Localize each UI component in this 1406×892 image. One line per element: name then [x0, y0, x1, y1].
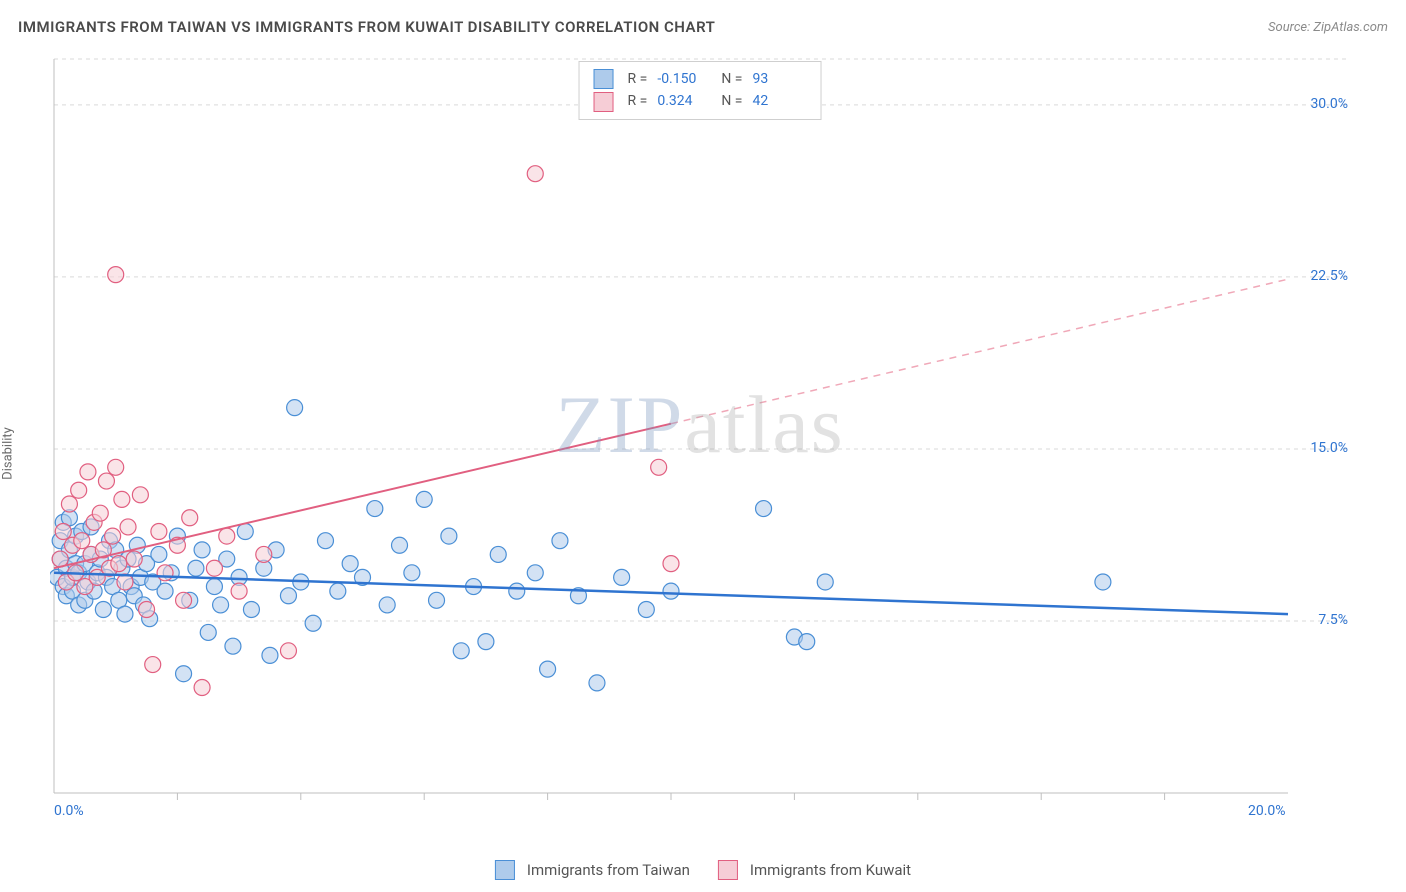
y-tick-label: 7.5%: [1318, 612, 1348, 628]
stat-r-kuwait: 0.324: [657, 90, 711, 112]
legend-label-kuwait: Immigrants from Kuwait: [750, 861, 911, 879]
x-tick-label: 20.0%: [1248, 803, 1286, 819]
source-credit: Source: ZipAtlas.com: [1268, 20, 1388, 35]
y-tick-label: 30.0%: [1310, 96, 1348, 112]
footer-legend: Immigrants from Taiwan Immigrants from K…: [495, 860, 911, 880]
legend-item-taiwan: Immigrants from Taiwan: [495, 860, 690, 880]
legend-swatch-taiwan: [495, 860, 515, 880]
y-axis-label: Disability: [1, 427, 16, 480]
stat-n-kuwait: 42: [752, 90, 806, 112]
chart-title: IMMIGRANTS FROM TAIWAN VS IMMIGRANTS FRO…: [18, 18, 715, 36]
stat-r-taiwan: -0.150: [657, 68, 711, 90]
y-tick-label: 15.0%: [1310, 440, 1348, 456]
swatch-taiwan: [594, 69, 614, 89]
stat-n-label-2: N =: [721, 90, 742, 112]
stat-n-taiwan: 93: [752, 68, 806, 90]
legend-label-taiwan: Immigrants from Taiwan: [527, 861, 690, 879]
chart-svg: [50, 55, 1350, 825]
header-row: IMMIGRANTS FROM TAIWAN VS IMMIGRANTS FRO…: [18, 18, 1388, 36]
stats-row-kuwait: R = 0.324 N = 42: [594, 90, 807, 112]
swatch-kuwait: [594, 92, 614, 112]
stats-row-taiwan: R = -0.150 N = 93: [594, 68, 807, 90]
chart-area: ZIPatlas R = -0.150 N = 93 R = 0.324 N =…: [50, 55, 1350, 825]
stats-box: R = -0.150 N = 93 R = 0.324 N = 42: [579, 61, 822, 120]
stat-r-label: R =: [628, 68, 648, 90]
x-tick-label: 0.0%: [54, 803, 84, 819]
stat-r-label-2: R =: [628, 90, 648, 112]
legend-swatch-kuwait: [718, 860, 738, 880]
legend-item-kuwait: Immigrants from Kuwait: [718, 860, 911, 880]
y-tick-label: 22.5%: [1310, 268, 1348, 284]
stat-n-label: N =: [721, 68, 742, 90]
